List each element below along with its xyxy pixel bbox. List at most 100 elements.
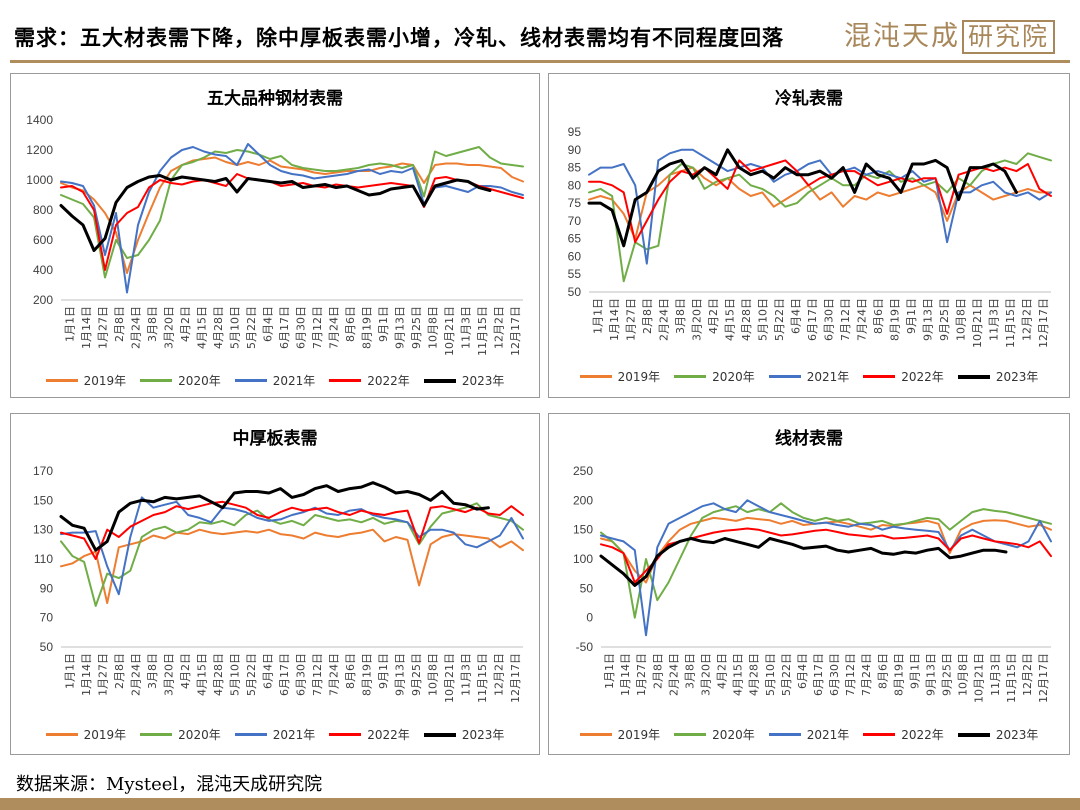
x-tick-label: 4月28日 [212, 653, 225, 696]
x-tick-label: 12月17日 [1037, 653, 1050, 703]
x-tick-label: 4月15日 [732, 653, 745, 696]
x-tick-label: 5月22日 [245, 306, 258, 349]
legend-item: 2023年 [957, 368, 1039, 385]
header-divider [10, 60, 1070, 63]
y-tick-label: 90 [40, 581, 54, 595]
legend-item: 2020年 [140, 726, 221, 743]
legend-item: 2020年 [674, 726, 755, 743]
y-tick-label: 55 [568, 267, 582, 281]
y-tick-label: 130 [33, 523, 53, 537]
x-tick-label: 2月24日 [667, 653, 680, 696]
series-line-2019年 [60, 156, 524, 274]
x-tick-label: 12月2日 [1021, 653, 1034, 696]
legend-swatch [674, 733, 707, 736]
x-tick-label: 9月25日 [941, 653, 954, 696]
x-tick-label: 6月4日 [796, 653, 809, 689]
x-tick-label: 4月15日 [195, 306, 208, 349]
legend-item: 2019年 [45, 726, 126, 743]
x-tick-label: 2月8日 [641, 298, 654, 334]
x-tick-label: 2月24日 [129, 653, 142, 696]
x-tick-label: 8月19日 [360, 653, 373, 696]
y-tick-label: 70 [40, 611, 54, 625]
y-tick-label: 75 [568, 196, 582, 210]
legend-swatch [579, 375, 612, 378]
x-tick-label: 7月24日 [327, 653, 340, 696]
chart-wire-rod: -50 0 50 100 150 200 250 1月1日 1月14日 1月27日 2月8日 2月24… [573, 464, 1052, 703]
chart-title: 五大品种钢材表需 [207, 89, 343, 109]
y-tick-label: 400 [33, 263, 53, 277]
x-tick-label: 1月14日 [80, 306, 93, 349]
y-tick-label: 1400 [26, 113, 53, 127]
y-tick-label: 50 [568, 285, 582, 299]
x-tick-label: 7月12日 [311, 306, 324, 349]
series-line-2023年 [59, 481, 490, 552]
x-tick-label: 11月15日 [476, 306, 489, 356]
x-tick-label: 1月27日 [96, 306, 109, 349]
legend-swatch [579, 733, 612, 736]
x-tick-label: 10月21日 [443, 653, 456, 703]
legend-item: 2023年 [423, 372, 504, 389]
chart-title: 线材表需 [775, 429, 843, 449]
x-tick-label: 10月8日 [957, 653, 970, 696]
legend-label: 2021年 [806, 728, 850, 742]
x-tick-label: 11月15日 [1005, 653, 1018, 703]
x-tick-label: 7月24日 [327, 306, 340, 349]
x-tick-label: 8月6日 [344, 653, 357, 689]
x-tick-label: 1月27日 [96, 653, 109, 696]
legend-label: 2021年 [272, 374, 316, 388]
x-tick-label: 12月2日 [1020, 298, 1033, 341]
y-tick-label: 600 [33, 233, 53, 247]
legend-item: 2020年 [140, 372, 221, 389]
x-tick-label: 5月22日 [245, 653, 258, 696]
legend-item: 2021年 [768, 368, 849, 385]
legend-label: 2022年 [901, 728, 944, 742]
x-tick-label: 12月17日 [509, 653, 522, 703]
series-line-2020年 [60, 502, 524, 607]
x-tick-label: 8月19日 [888, 298, 901, 341]
series-line-2022年 [60, 500, 524, 560]
x-tick-label: 9月1日 [377, 306, 390, 342]
x-tick-label: 10月8日 [426, 653, 439, 696]
x-tick-label: 9月1日 [377, 653, 390, 689]
y-tick-label: 60 [568, 249, 582, 263]
x-tick-label: 11月15日 [1004, 298, 1017, 348]
legend-item: 2022年 [863, 726, 944, 743]
x-tick-label: 4月28日 [748, 653, 761, 696]
legend-swatch [140, 379, 173, 382]
legend-label: 2021年 [272, 728, 316, 742]
legend-swatch [329, 379, 362, 382]
x-tick-label: 1月1日 [63, 306, 76, 342]
x-tick-label: 1月1日 [591, 298, 604, 334]
x-tick-label: 11月3日 [459, 653, 472, 696]
x-tick-label: 1月27日 [635, 653, 648, 696]
x-tick-label: 10月21日 [973, 653, 986, 703]
y-tick-label: 1200 [26, 143, 53, 157]
x-tick-label: 4月28日 [212, 306, 225, 349]
series-line-2020年 [600, 502, 1052, 619]
x-tick-label: 5月10日 [756, 298, 769, 341]
x-tick-label: 6月17日 [278, 653, 291, 696]
legend-label: 2022年 [367, 374, 410, 388]
x-tick-label: 2月8日 [651, 653, 664, 689]
slide-title: 需求：五大材表需下降，除中厚板表需小增，冷轧、线材表需均有不同程度回落 [14, 25, 784, 50]
legend-label: 2023年 [995, 370, 1039, 384]
x-tick-label: 3月8日 [146, 653, 159, 689]
company-logo: 混沌天成 研究院 [844, 14, 1056, 54]
logo-main-text: 混沌天成 [844, 21, 960, 52]
x-tick-label: 11月15日 [476, 653, 489, 703]
chart-legend: 2019年 2020年 2021年 2022年 2023年 [549, 368, 1069, 385]
legend-swatch [423, 732, 456, 737]
x-tick-label: 7月12日 [844, 653, 857, 696]
x-tick-label: 1月27日 [624, 298, 637, 341]
x-tick-label: 9月25日 [410, 306, 423, 349]
y-tick-label: 1000 [26, 173, 53, 187]
x-tick-label: 4月2日 [179, 306, 192, 342]
series-line-2020年 [60, 146, 524, 279]
footer-bar [0, 798, 1080, 810]
y-tick-label: 150 [573, 523, 593, 537]
y-tick-label: 150 [33, 493, 53, 507]
legend-label: 2022年 [367, 728, 410, 742]
legend-swatch [234, 733, 267, 736]
x-tick-label: 6月30日 [822, 298, 835, 341]
y-tick-label: 200 [33, 293, 53, 307]
